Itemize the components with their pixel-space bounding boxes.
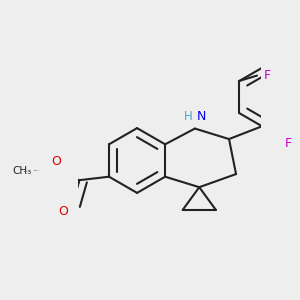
Text: F: F	[264, 69, 271, 82]
Text: O: O	[52, 155, 61, 168]
Text: methyl: methyl	[24, 171, 29, 172]
Text: F: F	[285, 137, 292, 150]
Text: CH₃: CH₃	[13, 167, 32, 176]
Text: methoxy: methoxy	[34, 170, 40, 171]
Text: O: O	[58, 205, 68, 218]
Text: H: H	[184, 110, 192, 123]
Text: N: N	[197, 110, 207, 123]
